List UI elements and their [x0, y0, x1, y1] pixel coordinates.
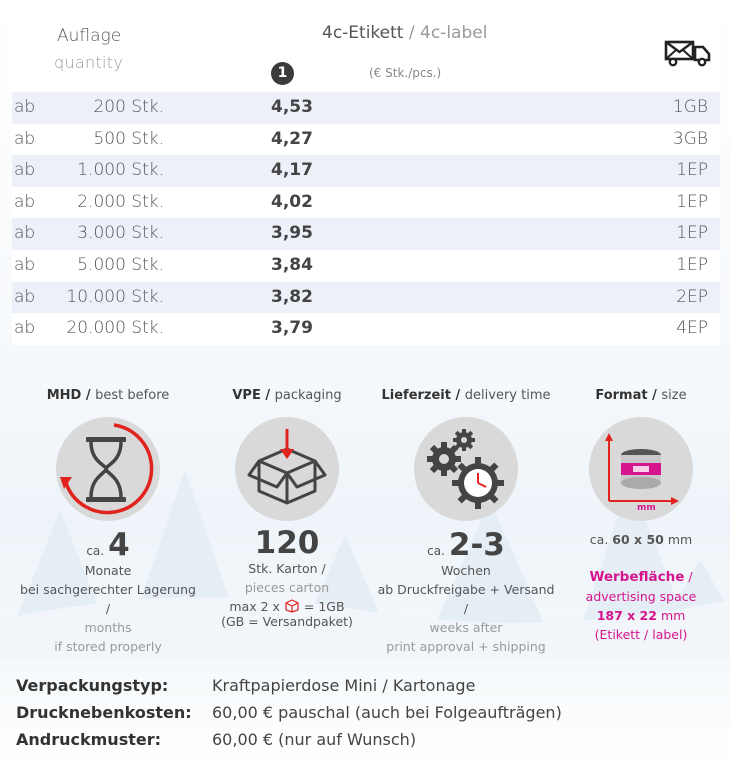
table-rows: ab 200 Stk. 4,53 1GB ab 500 Stk. 4,27 3GB ab 1.00…	[12, 92, 720, 345]
row-quantity: 500 Stk.	[93, 128, 164, 149]
table-header: Auflage quantity 4c-Etikett / 4c-label 1…	[12, 12, 720, 92]
vpe-line-3: max 2 x = 1GB	[229, 599, 345, 614]
delivery-icon-circle	[414, 417, 518, 521]
small-box-icon	[285, 599, 299, 613]
row-ab: ab	[14, 318, 36, 339]
row-shipping: 2EP	[676, 286, 708, 307]
row-quantity: 10.000 Stk.	[66, 286, 164, 307]
vpe-line-4: (GB = Versandpaket)	[221, 614, 353, 629]
feature-mhd: MHD / best before ca. 4 Monate bei sachge…	[18, 388, 198, 656]
row-price: 4,53	[271, 97, 313, 117]
table-row: ab 2.000 Stk. 4,02 1EP	[12, 187, 720, 219]
mhd-line-3: months	[84, 620, 132, 635]
row-shipping: 1EP	[676, 191, 708, 212]
mhd-line-1: Monate	[84, 563, 132, 578]
can-dimension-icon	[605, 433, 679, 505]
delivery-value-line: ca. 2-3	[427, 527, 505, 563]
delivery-line-1: Wochen	[441, 563, 491, 578]
vpe-line-1: Stk. Karton /	[248, 561, 326, 576]
snowy-trees-background	[0, 470, 730, 660]
hourglass-icon	[60, 423, 154, 515]
row-ab: ab	[14, 254, 36, 275]
table-row: ab 20.000 Stk. 3,79 4EP	[12, 313, 720, 345]
row-shipping: 3GB	[672, 128, 708, 149]
ad-title-line: Werbefläche /	[589, 569, 693, 585]
format-icon-circle: mm	[589, 417, 693, 521]
ad-size-line: 187 x 22 mm	[596, 608, 686, 623]
ad-note-line: (Etikett / label)	[594, 627, 688, 642]
info-row: Andruckmuster: 60,00 € (nur auf Wunsch)	[16, 730, 417, 749]
row-shipping: 1GB	[672, 97, 708, 117]
table-row: ab 10.000 Stk. 3,82 2EP	[12, 281, 720, 314]
row-quantity: 2.000 Stk.	[77, 191, 164, 212]
table-row: ab 500 Stk. 4,27 3GB	[12, 124, 720, 156]
row-price: 4,02	[271, 191, 313, 212]
row-shipping: 1EP	[676, 254, 708, 275]
delivery-line-4: print approval + shipping	[386, 639, 546, 654]
header-unit: (€ Stk./pcs.)	[369, 66, 442, 80]
box-icon	[247, 429, 327, 505]
row-price: 4,27	[271, 128, 313, 149]
mhd-line-4: if stored properly	[54, 639, 162, 654]
vpe-icon-circle	[235, 417, 339, 521]
format-title: Format / size	[595, 388, 687, 403]
row-price: 4,17	[271, 160, 313, 181]
header-title: 4c-Etikett / 4c-label	[322, 23, 488, 43]
row-price: 3,84	[271, 254, 313, 275]
mm-label: mm	[637, 503, 656, 513]
delivery-line-3: weeks after	[429, 620, 503, 635]
row-ab: ab	[14, 191, 36, 212]
mhd-title: MHD / best before	[46, 388, 170, 403]
delivery-title: Lieferzeit / delivery time	[381, 388, 551, 403]
price-table: Auflage quantity 4c-Etikett / 4c-label 1…	[12, 12, 720, 345]
row-ab: ab	[14, 160, 36, 181]
info-row: Verpackungstyp: Kraftpapierdose Mini / Ka…	[16, 676, 476, 695]
feature-format: Format / size mm ca. 60 x 50 mm Werbeflä…	[551, 388, 730, 644]
feature-delivery: Lieferzeit / delivery time	[376, 388, 556, 656]
row-ab: ab	[14, 128, 36, 149]
row-price: 3,95	[271, 223, 313, 244]
mhd-icon-circle	[56, 417, 160, 521]
format-size-line: ca. 60 x 50 mm	[589, 532, 693, 547]
ad-en-line: advertising space	[585, 589, 697, 604]
vpe-value-line: 120	[254, 525, 320, 561]
row-quantity: 1.000 Stk.	[77, 160, 164, 181]
info-list: Verpackungstyp: Kraftpapierdose Mini / Ka…	[16, 676, 716, 757]
delivery-line-2: ab Druckfreigabe + Versand /	[377, 582, 555, 616]
table-row: ab 200 Stk. 4,53 1GB	[12, 92, 720, 124]
number-badge: 1	[271, 62, 294, 85]
row-shipping: 1EP	[676, 223, 708, 244]
row-price: 3,82	[271, 286, 313, 307]
row-ab: ab	[14, 286, 36, 307]
row-quantity: 3.000 Stk.	[77, 223, 164, 244]
row-quantity: 200 Stk.	[93, 97, 164, 117]
table-row: ab 1.000 Stk. 4,17 1EP	[12, 155, 720, 187]
row-quantity: 5.000 Stk.	[77, 254, 164, 275]
header-auflage: Auflage	[57, 26, 122, 46]
table-row: ab 5.000 Stk. 3,84 1EP	[12, 250, 720, 282]
row-shipping: 1EP	[676, 160, 708, 181]
row-ab: ab	[14, 97, 36, 117]
info-row: Drucknebenkosten: 60,00 € pauschal (auch …	[16, 703, 562, 722]
truck-mail-icon	[664, 40, 711, 67]
gears-clock-icon	[427, 429, 504, 509]
row-shipping: 4EP	[676, 318, 708, 339]
table-row: ab 3.000 Stk. 3,95 1EP	[12, 218, 720, 250]
header-quantity: quantity	[54, 53, 124, 72]
row-price: 3,79	[271, 318, 313, 339]
feature-vpe: VPE / packaging 120 Stk. Karton / pieces…	[197, 388, 377, 629]
mhd-value-line: ca. 4	[86, 527, 130, 563]
row-ab: ab	[14, 223, 36, 244]
vpe-title: VPE / packaging	[232, 388, 342, 403]
mhd-line-2: bei sachgerechter Lagerung /	[20, 582, 196, 616]
row-quantity: 20.000 Stk.	[66, 318, 164, 339]
vpe-line-2: pieces carton	[244, 580, 330, 595]
